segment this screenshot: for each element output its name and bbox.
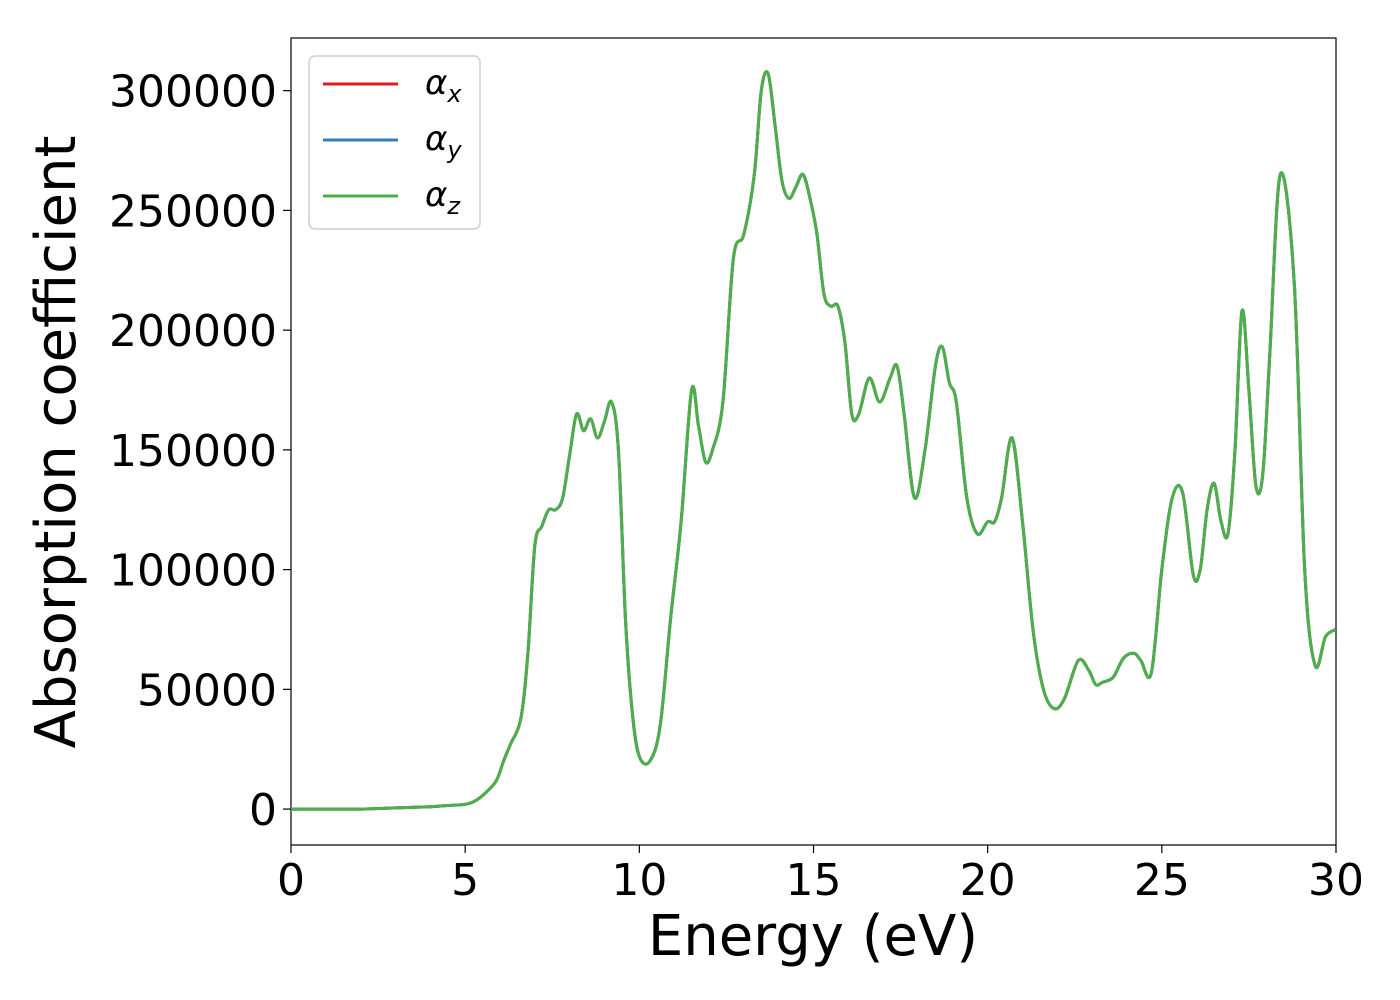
x-tick-label: 20 <box>960 855 1016 906</box>
y-axis-title: Absorption coefficient <box>24 136 89 749</box>
y-tick-label: 50000 <box>137 665 277 716</box>
y-tick-label: 100000 <box>109 546 277 597</box>
y-tick-label: 200000 <box>109 306 277 357</box>
y-tick-label: 150000 <box>109 426 277 477</box>
x-tick-label: 25 <box>1134 855 1190 906</box>
x-tick-label: 30 <box>1308 855 1364 906</box>
y-axis: 0 50000 100000 150000 200000 250000 300000 <box>109 67 291 836</box>
y-tick-label: 300000 <box>109 67 277 118</box>
x-axis: 0 5 10 15 20 25 30 <box>277 845 1364 906</box>
legend-label-alpha-x: αx <box>425 63 462 108</box>
x-tick-label: 15 <box>786 855 842 906</box>
y-tick-label: 0 <box>249 785 277 836</box>
legend-box <box>308 55 481 230</box>
y-tick-label: 250000 <box>109 186 277 237</box>
x-axis-title: Energy (eV) <box>648 904 978 969</box>
series-layer <box>291 70 1336 811</box>
legend: αx αy αz <box>308 55 481 230</box>
x-tick-label: 10 <box>611 855 667 906</box>
legend-label-alpha-z: αz <box>425 175 461 220</box>
legend-label-alpha-y: αy <box>425 119 462 164</box>
x-tick-label: 5 <box>451 855 479 906</box>
x-tick-label: 0 <box>277 855 305 906</box>
series-line-alpha-z <box>291 70 1336 811</box>
